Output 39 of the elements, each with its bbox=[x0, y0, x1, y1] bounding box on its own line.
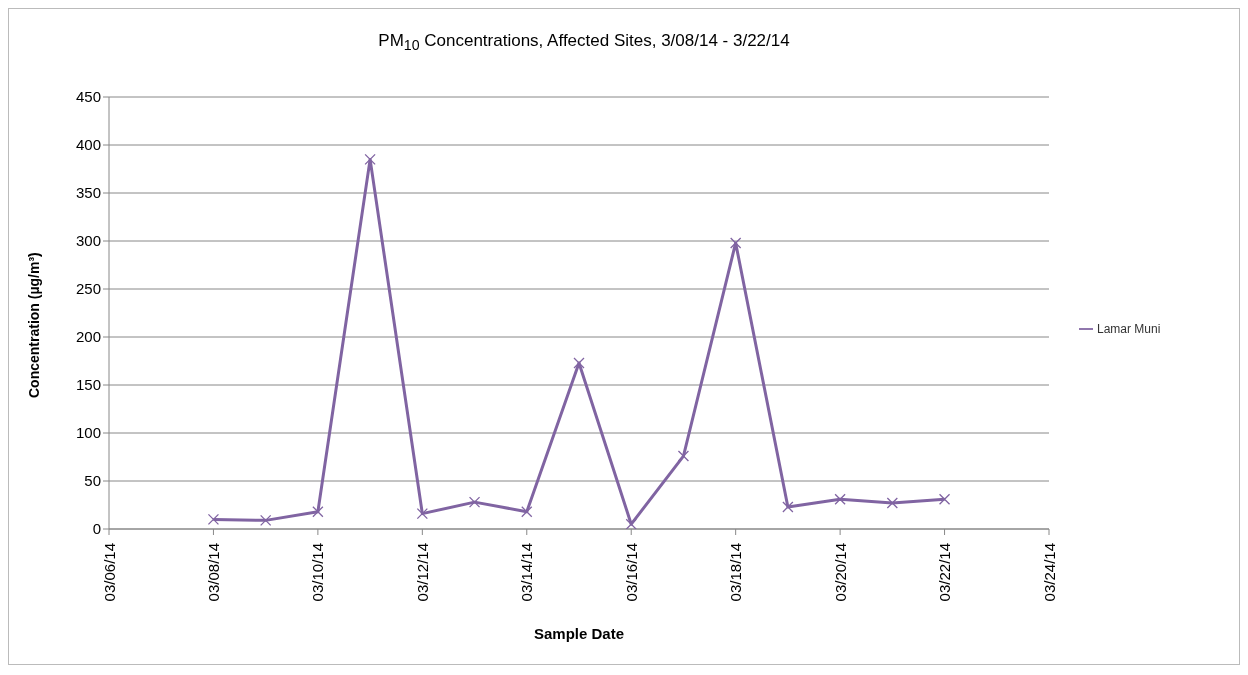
point bbox=[834, 493, 846, 505]
point bbox=[312, 506, 324, 518]
point bbox=[468, 496, 481, 508]
point bbox=[677, 450, 690, 462]
y-tick-label: 150 bbox=[75, 376, 101, 394]
point bbox=[938, 493, 951, 505]
y-tick-label: 50 bbox=[84, 472, 101, 490]
point bbox=[416, 507, 428, 520]
y-tick-label: 400 bbox=[75, 136, 101, 154]
point bbox=[730, 237, 742, 249]
x-tick-label: 03/22/14 bbox=[936, 543, 954, 602]
point bbox=[364, 153, 376, 166]
y-tick-label: 100 bbox=[75, 424, 101, 442]
point bbox=[886, 497, 898, 509]
y-axis-title: Concentration (µg/m³) bbox=[25, 252, 42, 398]
chart-title: PM$_{10}$ Concentrations, Affected Sites, 3/08/14 - 3/22/14 bbox=[377, 31, 791, 54]
legend-label: Lamar Muni bbox=[1097, 321, 1161, 336]
x-tick-label: 03/12/14 bbox=[413, 543, 431, 602]
y-tick-label: 250 bbox=[75, 280, 101, 298]
y-tick-label: 200 bbox=[75, 328, 101, 346]
y-tick-label: 300 bbox=[75, 232, 101, 250]
x-tick-label: 03/24/14 bbox=[1040, 543, 1058, 602]
point bbox=[521, 506, 533, 518]
x-tick-label: 03/18/14 bbox=[727, 543, 745, 602]
point bbox=[573, 357, 585, 369]
y-tick-label: 0 bbox=[92, 520, 101, 538]
point bbox=[625, 518, 637, 529]
x-tick-label: 03/06/14 bbox=[100, 543, 118, 602]
x-tick-label: 03/10/14 bbox=[309, 543, 327, 602]
y-tick-label: 350 bbox=[75, 184, 101, 202]
x-tick-label: 03/20/14 bbox=[831, 543, 849, 602]
x-tick-label: 03/14/14 bbox=[518, 543, 536, 602]
x-tick-label: 03/08/14 bbox=[204, 543, 222, 602]
y-tick-label: 450 bbox=[75, 88, 101, 106]
point bbox=[782, 501, 794, 513]
point bbox=[207, 513, 220, 526]
x-tick-label: 03/16/14 bbox=[622, 543, 640, 602]
x-axis-title: Sample Date bbox=[533, 625, 625, 642]
point bbox=[260, 514, 272, 527]
